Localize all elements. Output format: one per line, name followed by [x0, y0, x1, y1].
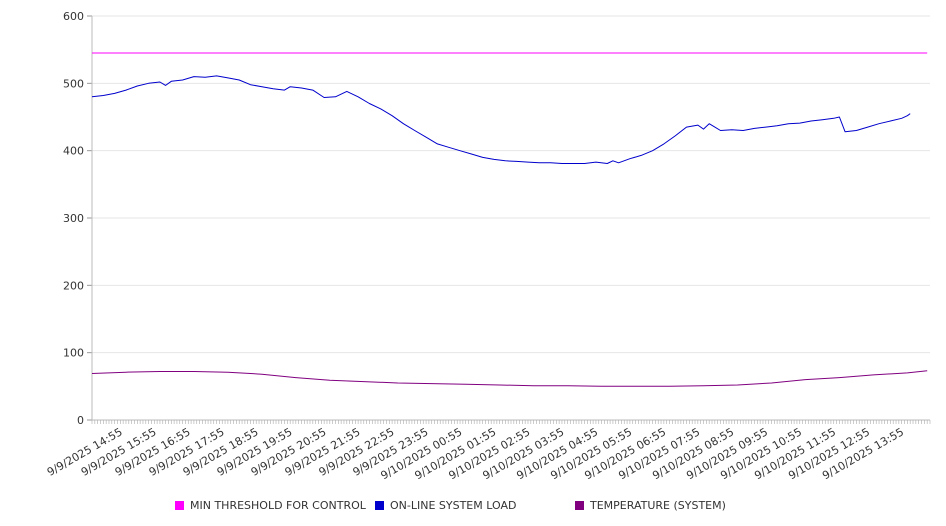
y-tick-label: 300 [63, 212, 84, 225]
legend-label: MIN THRESHOLD FOR CONTROL [190, 499, 367, 512]
legend-swatch [375, 501, 384, 510]
series-line-temperature-system [91, 370, 928, 387]
y-tick-label: 200 [63, 279, 84, 292]
legend-label: TEMPERATURE (SYSTEM) [589, 499, 726, 512]
legend-swatch [575, 501, 584, 510]
y-tick-label: 0 [77, 414, 84, 427]
y-tick-label: 100 [63, 347, 84, 360]
legend: MIN THRESHOLD FOR CONTROL ON-LINE SYSTEM … [175, 499, 726, 512]
legend-label: ON-LINE SYSTEM LOAD [390, 499, 516, 512]
series-line-on-line-system-load [91, 75, 911, 164]
y-tick-label: 400 [63, 145, 84, 158]
series-lines [91, 52, 928, 387]
legend-swatch [175, 501, 184, 510]
x-axis: 9/9/2025 14:559/9/2025 15:559/9/2025 16:… [45, 419, 931, 482]
y-axis: 0 100 200 300 400 500 600 [63, 10, 93, 427]
y-tick-label: 600 [63, 10, 84, 23]
gridlines [92, 15, 930, 354]
y-tick-label: 500 [63, 77, 84, 90]
